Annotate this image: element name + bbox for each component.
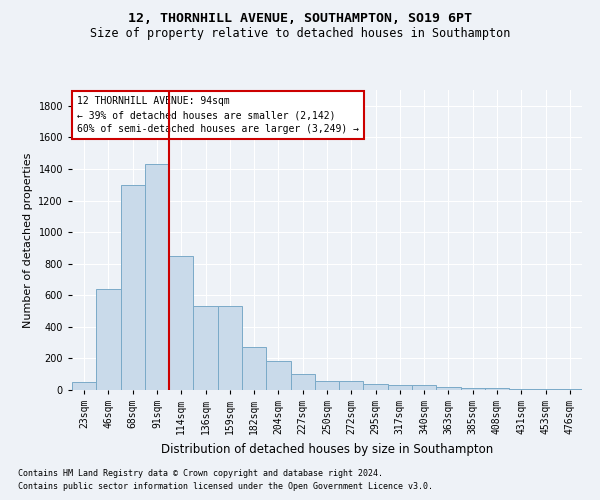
Text: Contains HM Land Registry data © Crown copyright and database right 2024.: Contains HM Land Registry data © Crown c… bbox=[18, 468, 383, 477]
Bar bbox=[364, 384, 388, 390]
Text: Contains public sector information licensed under the Open Government Licence v3: Contains public sector information licen… bbox=[18, 482, 433, 491]
Bar bbox=[436, 387, 461, 390]
Bar bbox=[533, 389, 558, 390]
Bar bbox=[558, 389, 582, 390]
Bar bbox=[145, 164, 169, 390]
Bar bbox=[121, 184, 145, 390]
Bar bbox=[169, 256, 193, 390]
Bar bbox=[218, 306, 242, 390]
Bar bbox=[290, 374, 315, 390]
Bar bbox=[485, 388, 509, 390]
Y-axis label: Number of detached properties: Number of detached properties bbox=[23, 152, 33, 328]
Text: 12 THORNHILL AVENUE: 94sqm
← 39% of detached houses are smaller (2,142)
60% of s: 12 THORNHILL AVENUE: 94sqm ← 39% of deta… bbox=[77, 96, 359, 134]
Text: Size of property relative to detached houses in Southampton: Size of property relative to detached ho… bbox=[90, 28, 510, 40]
Bar bbox=[339, 380, 364, 390]
Bar bbox=[509, 389, 533, 390]
Bar bbox=[266, 361, 290, 390]
Bar bbox=[193, 306, 218, 390]
Bar bbox=[388, 386, 412, 390]
X-axis label: Distribution of detached houses by size in Southampton: Distribution of detached houses by size … bbox=[161, 442, 493, 456]
Bar bbox=[242, 346, 266, 390]
Bar bbox=[412, 386, 436, 390]
Bar bbox=[96, 289, 121, 390]
Bar bbox=[72, 382, 96, 390]
Text: 12, THORNHILL AVENUE, SOUTHAMPTON, SO19 6PT: 12, THORNHILL AVENUE, SOUTHAMPTON, SO19 … bbox=[128, 12, 472, 26]
Bar bbox=[315, 380, 339, 390]
Bar bbox=[461, 388, 485, 390]
